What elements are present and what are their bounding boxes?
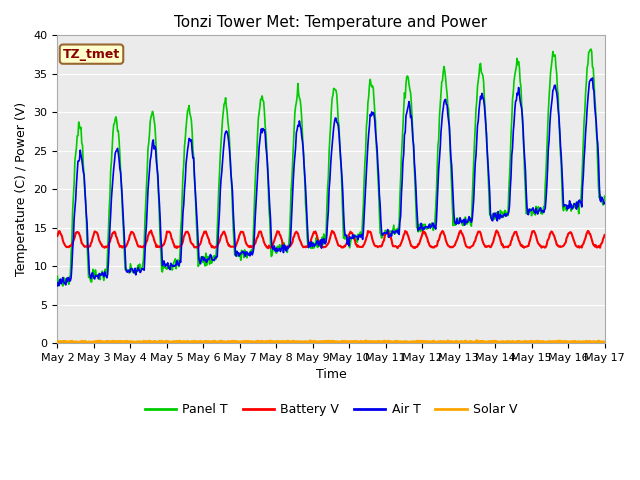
Battery V	[415, 241, 423, 247]
Panel T	[59, 283, 67, 289]
Battery V	[120, 243, 127, 249]
Solar V	[473, 337, 481, 343]
Air T	[204, 256, 212, 262]
Air T	[589, 75, 596, 81]
X-axis label: Time: Time	[316, 368, 346, 381]
Panel T	[64, 278, 72, 284]
Air T	[120, 222, 127, 228]
Panel T	[54, 274, 61, 279]
Air T	[413, 215, 421, 220]
Solar V	[54, 338, 61, 344]
Title: Tonzi Tower Met: Temperature and Power: Tonzi Tower Met: Temperature and Power	[175, 15, 488, 30]
Air T	[397, 192, 405, 197]
Air T	[175, 262, 183, 268]
Y-axis label: Temperature (C) / Power (V): Temperature (C) / Power (V)	[15, 102, 28, 276]
Air T	[63, 279, 71, 285]
Panel T	[205, 256, 212, 262]
Panel T	[414, 229, 422, 235]
Battery V	[176, 243, 184, 249]
Panel T	[587, 46, 595, 52]
Solar V	[601, 339, 609, 345]
Legend: Panel T, Battery V, Air T, Solar V: Panel T, Battery V, Air T, Solar V	[140, 398, 522, 421]
Line: Panel T: Panel T	[58, 49, 605, 286]
Line: Air T: Air T	[58, 78, 605, 286]
Solar V	[175, 339, 183, 345]
Battery V	[147, 228, 155, 233]
Battery V	[63, 244, 71, 250]
Battery V	[399, 236, 407, 241]
Panel T	[398, 139, 406, 145]
Air T	[601, 200, 609, 205]
Text: TZ_tmet: TZ_tmet	[63, 48, 120, 60]
Solar V	[413, 338, 421, 344]
Solar V	[120, 339, 127, 345]
Air T	[54, 283, 61, 288]
Battery V	[601, 232, 609, 238]
Panel T	[120, 251, 128, 256]
Battery V	[54, 233, 61, 239]
Line: Solar V: Solar V	[58, 340, 605, 343]
Solar V	[63, 340, 71, 346]
Battery V	[264, 245, 272, 251]
Line: Battery V: Battery V	[58, 230, 605, 248]
Panel T	[601, 193, 609, 199]
Solar V	[442, 340, 450, 346]
Solar V	[204, 339, 212, 345]
Solar V	[397, 339, 405, 345]
Battery V	[205, 237, 212, 242]
Panel T	[176, 251, 184, 256]
